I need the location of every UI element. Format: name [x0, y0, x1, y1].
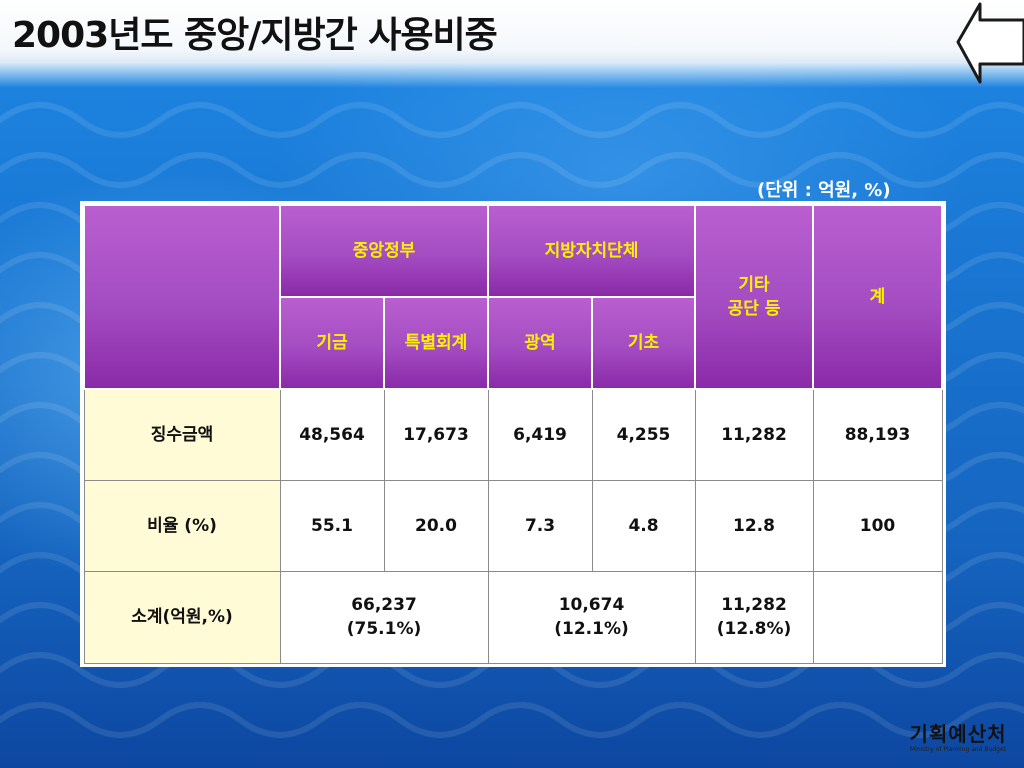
- data-table: 중앙정부 지방자치단체 기타 공단 등 계 기금 특별회계 광역 기초 징수금액…: [83, 204, 943, 664]
- row-label-subtotal: 소계(억원,%): [83, 570, 281, 664]
- left-arrow-icon[interactable]: [950, 0, 1024, 90]
- title-bar: 2003년도 중앙/지방간 사용비중: [0, 0, 1024, 88]
- table-row-ratio: 비율 (%) 55.1 20.0 7.3 4.8 12.8 100: [83, 479, 943, 572]
- header-fund: 기금: [279, 296, 385, 390]
- header-corner: [83, 204, 281, 390]
- logo-name: 기획예산처: [909, 722, 1007, 746]
- table-row-subtotal: 소계(억원,%) 66,237 (75.1%) 10,674 (12.1%) 1…: [83, 570, 943, 664]
- header-regional: 광역: [487, 296, 593, 390]
- cell-collected-basic: 4,255: [591, 388, 696, 481]
- cell-collected-regional: 6,419: [487, 388, 593, 481]
- cell-ratio-fund: 55.1: [279, 479, 385, 572]
- cell-subtotal-local: 10,674 (12.1%): [487, 570, 696, 664]
- logo-subtitle: Ministry of Planning and Budget: [910, 746, 1006, 753]
- cell-collected-special: 17,673: [383, 388, 489, 481]
- cell-subtotal-total: [812, 570, 943, 664]
- unit-note: (단위 : 억원, %): [757, 180, 891, 201]
- subtotal-local-pct: (12.1%): [554, 619, 629, 639]
- subtotal-local-amount: 10,674: [558, 595, 625, 615]
- header-row-2: 기금 특별회계 광역 기초: [84, 296, 942, 390]
- cell-collected-total: 88,193: [812, 388, 943, 481]
- table-row-collected: 징수금액 48,564 17,673 6,419 4,255 11,282 88…: [83, 388, 943, 481]
- header-basic: 기초: [591, 296, 696, 390]
- subtotal-central-amount: 66,237: [351, 595, 417, 615]
- subtotal-other-amount: 11,282: [721, 595, 787, 615]
- cell-collected-other: 11,282: [694, 388, 814, 481]
- subtotal-other-pct: (12.8%): [716, 619, 792, 639]
- header-central: 중앙정부: [279, 204, 489, 298]
- header-other: 기타 공단 등: [694, 204, 814, 390]
- header-local: 지방자치단체: [487, 204, 696, 298]
- cell-subtotal-other: 11,282 (12.8%): [694, 570, 814, 664]
- cell-ratio-regional: 7.3: [487, 479, 593, 572]
- header-special: 특별회계: [383, 296, 489, 390]
- row-label-ratio: 비율 (%): [83, 479, 281, 572]
- page-title: 2003년도 중앙/지방간 사용비중: [12, 15, 498, 56]
- cell-ratio-special: 20.0: [383, 479, 489, 572]
- header-other-line1: 기타: [738, 275, 770, 295]
- row-label-collected: 징수금액: [83, 388, 281, 481]
- cell-ratio-other: 12.8: [694, 479, 814, 572]
- cell-collected-fund: 48,564: [279, 388, 385, 481]
- header-other-line2: 공단 등: [727, 299, 781, 319]
- header-total: 계: [812, 204, 943, 390]
- header-row-1: 중앙정부 지방자치단체 기타 공단 등 계: [83, 204, 943, 390]
- cell-ratio-total: 100: [812, 479, 943, 572]
- cell-ratio-basic: 4.8: [591, 479, 696, 572]
- ministry-logo: 기획예산처 Ministry of Planning and Budget: [902, 722, 1014, 754]
- cell-subtotal-central: 66,237 (75.1%): [279, 570, 489, 664]
- subtotal-central-pct: (75.1%): [346, 619, 422, 639]
